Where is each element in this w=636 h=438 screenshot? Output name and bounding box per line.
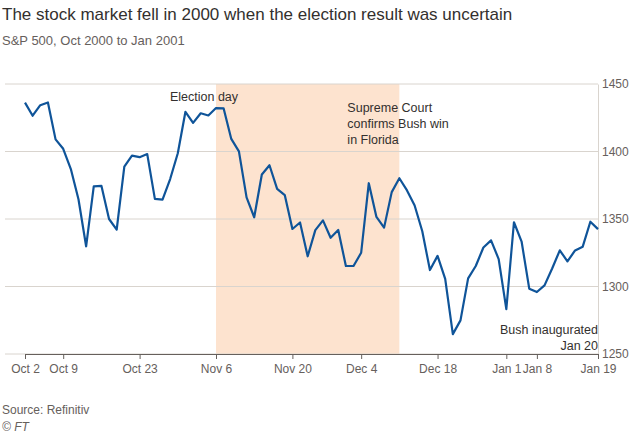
x-tick-label: Nov 6 [201,362,233,376]
x-tick-mark [598,354,599,359]
y-axis-line [598,85,599,355]
x-axis: Oct 2 Oct 9 Oct 23 Nov 6 Nov 20 Dec 4 Dec 18 Ja… [11,354,617,376]
annotation: Election day [170,90,239,104]
x-tick-mark [63,354,64,359]
grid [5,84,598,354]
x-tick: Jan 8 [523,354,553,376]
x-tick: Jan 1 [492,354,522,376]
grid-line [5,84,598,85]
y-tick: 1350 [598,212,629,226]
annotation: confirms Bush win [347,117,448,131]
grid-line [5,354,598,355]
subtitle: S&P 500, Oct 2000 to Jan 2001 [2,33,185,48]
x-tick: Oct 9 [49,354,78,376]
x-tick-mark [292,354,293,359]
annotation: Bush inaugurated [500,323,598,337]
annotation: Supreme Court [347,101,432,115]
price-line [25,102,598,334]
annotation: Jan 20 [560,339,598,353]
x-tick: Jan 19 [580,354,616,376]
x-tick-mark [25,354,26,359]
y-tick-label: 1250 [602,347,629,361]
grid-line [5,151,598,152]
y-axis: 1250 1300 1350 1400 1450 [598,77,629,361]
x-tick-label: Jan 19 [580,362,616,376]
y-tick: 1300 [598,280,629,294]
x-tick-label: Dec 18 [419,362,457,376]
y-tick-label: 1450 [602,77,629,91]
source: Source: Refinitiv [2,403,89,417]
y-tick: 1450 [598,77,629,91]
grid-line [5,219,598,220]
x-tick-label: Jan 1 [492,362,522,376]
credit: © FT [2,420,31,434]
x-tick: Nov 20 [274,354,312,376]
x-tick-label: Oct 23 [122,362,158,376]
y-tick-label: 1400 [602,145,629,159]
chart: The stock market fell in 2000 when the e… [0,0,636,438]
x-tick-label: Oct 9 [49,362,78,376]
plot-area [25,102,598,334]
x-tick-mark [506,354,507,359]
x-tick-label: Nov 20 [274,362,312,376]
x-tick-label: Jan 8 [523,362,553,376]
title: The stock market fell in 2000 when the e… [2,5,512,24]
x-tick-label: Dec 4 [346,362,378,376]
x-tick-label: Oct 2 [11,362,40,376]
y-tick-label: 1350 [602,212,629,226]
x-tick: Dec 18 [419,354,457,376]
x-tick: Oct 23 [122,354,158,376]
annotation: in Florida [347,133,398,147]
x-tick: Nov 6 [201,354,233,376]
x-tick-mark [361,354,362,359]
x-tick-mark [216,354,217,359]
x-tick-mark [140,354,141,359]
x-tick-mark [537,354,538,359]
x-tick: Dec 4 [346,354,378,376]
y-tick: 1400 [598,145,629,159]
y-tick-label: 1300 [602,280,629,294]
x-axis-line [26,354,599,355]
y-tick: 1250 [598,347,629,361]
x-tick-mark [438,354,439,359]
x-tick: Oct 2 [11,354,40,376]
